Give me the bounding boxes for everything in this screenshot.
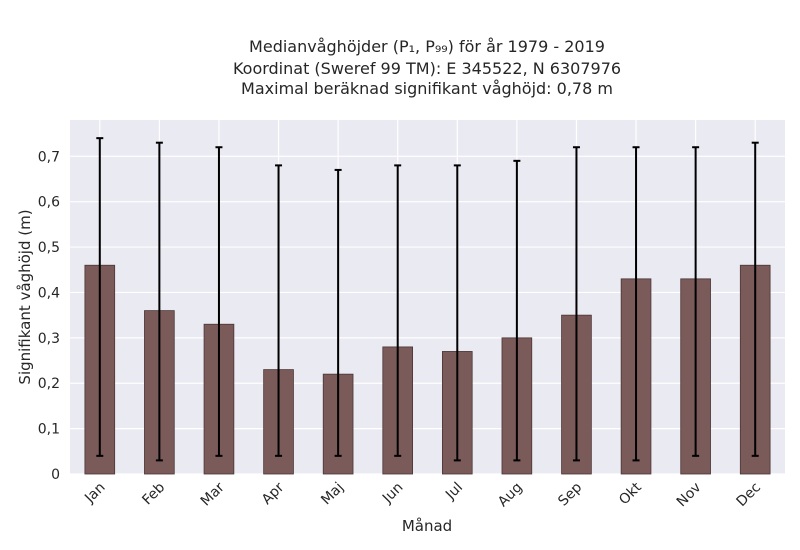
- x-tick-label: Jan: [81, 480, 108, 507]
- y-axis-label: Signifikant våghöjd (m): [16, 209, 34, 384]
- y-tick-label: 0,5: [38, 240, 60, 256]
- y-tick-label: 0,4: [38, 285, 60, 301]
- error-bar-jan: [96, 137, 104, 457]
- x-tick-label: Jul: [442, 480, 466, 504]
- error-bar-aug: [513, 159, 521, 462]
- error-bars: [96, 137, 759, 462]
- x-tick-label: Mar: [198, 479, 228, 509]
- error-bar-feb: [155, 141, 163, 462]
- x-tick-label: Jun: [379, 480, 406, 507]
- error-bar-nov: [692, 146, 700, 457]
- x-tick-label: Feb: [139, 479, 168, 508]
- x-tick-label: Okt: [616, 479, 645, 508]
- error-bar-jul: [453, 164, 461, 462]
- error-bar-dec: [751, 141, 759, 457]
- y-tick-label: 0,2: [38, 376, 60, 392]
- x-tick-label: Apr: [259, 479, 288, 508]
- y-tick-label: 0,1: [38, 422, 60, 438]
- error-bar-mar: [215, 146, 223, 457]
- y-tick-label: 0,6: [38, 195, 60, 211]
- error-bar-sep: [572, 146, 580, 462]
- x-tick-label: Aug: [495, 480, 526, 511]
- error-bar-okt: [632, 146, 640, 462]
- chart-title-line-2: Koordinat (Sweref 99 TM): E 345522, N 63…: [233, 59, 621, 78]
- y-tick-labels: 0 0,1 0,2 0,3 0,4 0,5 0,6 0,7: [38, 149, 60, 483]
- y-tick-label: 0,7: [38, 149, 60, 165]
- x-tick-label: Dec: [734, 480, 764, 510]
- x-tick-label: Sep: [555, 479, 585, 509]
- plot-area: [70, 120, 785, 474]
- error-bar-apr: [275, 164, 283, 457]
- error-bar-maj: [334, 168, 342, 457]
- chart-title-line-3: Maximal beräknad signifikant våghöjd: 0,…: [241, 79, 613, 98]
- chart-title: Medianvåghöjder (P₁, P₉₉) för år 1979 - …: [233, 37, 621, 98]
- chart-title-line-1: Medianvåghöjder (P₁, P₉₉) för år 1979 - …: [249, 37, 605, 56]
- x-tick-label: Nov: [674, 480, 705, 511]
- x-tick-labels: Jan Feb Mar Apr Maj Jun Jul Aug Sep Okt Nov Dec: [81, 479, 764, 510]
- error-bar-jun: [394, 164, 402, 457]
- x-tick-label: Maj: [318, 480, 347, 509]
- y-tick-label: 0: [51, 467, 60, 483]
- x-axis-label: Månad: [402, 517, 452, 535]
- y-tick-label: 0,3: [38, 331, 60, 347]
